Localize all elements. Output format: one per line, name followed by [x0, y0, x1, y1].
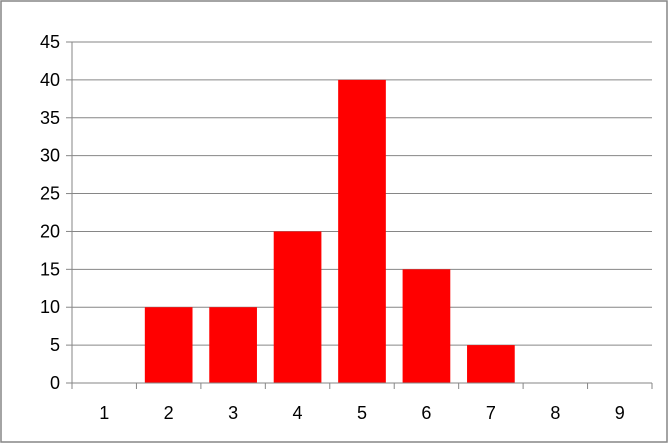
bar-6	[402, 269, 451, 383]
x-tick-labels: 1 2 3 4 5 6 7 8 9	[99, 403, 625, 423]
y-tick-label: 25	[40, 184, 60, 204]
bar-2	[144, 307, 193, 383]
y-tick-label: 35	[40, 108, 60, 128]
y-tick-label: 5	[50, 335, 60, 355]
x-tick-label: 5	[357, 403, 367, 423]
bar-5	[338, 79, 386, 383]
x-tick-label: 7	[486, 403, 496, 423]
x-tick-label: 6	[421, 403, 431, 423]
bar-7	[467, 345, 515, 383]
bar-4	[273, 231, 322, 383]
bar-3	[209, 307, 257, 383]
y-tick-label: 0	[50, 373, 60, 393]
y-tick-labels: 0 5 10 15 20 25 30 35 40 45	[40, 32, 60, 393]
y-tick-label: 45	[40, 32, 60, 52]
x-tick-label: 2	[164, 403, 174, 423]
x-tick-label: 3	[228, 403, 238, 423]
y-tick-label: 10	[40, 297, 60, 317]
bars	[144, 79, 515, 383]
y-tick-label: 40	[40, 70, 60, 90]
x-tick-label: 8	[550, 403, 560, 423]
x-tick-label: 9	[615, 403, 625, 423]
y-tick-label: 20	[40, 221, 60, 241]
y-tick-label: 15	[40, 259, 60, 279]
x-tick-label: 1	[99, 403, 109, 423]
axes	[66, 41, 653, 389]
x-tick-label: 4	[293, 403, 303, 423]
y-tick-label: 30	[40, 146, 60, 166]
